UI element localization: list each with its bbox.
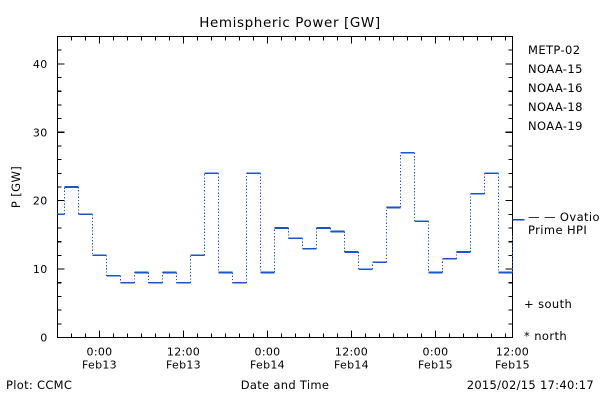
x-tick-label-time: 0:00: [255, 346, 281, 359]
y-axis-tick-labels: 0 10 20 30 40: [33, 58, 48, 345]
footer-left: Plot: CCMC: [6, 378, 72, 392]
legend-entry-noaa-18: NOAA-18: [528, 100, 583, 114]
legend-entry-noaa-19: NOAA-19: [528, 119, 583, 133]
x-tick-label-date: Feb15: [495, 359, 530, 372]
series-NOAA-15: [57, 151, 514, 284]
x-tick-label-date: Feb13: [166, 359, 201, 372]
x-tick-label-time: 12:00: [496, 346, 529, 359]
y-axis-ticks: [57, 35, 513, 339]
footer-timestamp: 2015/02/15 17:40:17: [467, 378, 594, 392]
x-tick-label-time: 0:00: [423, 346, 449, 359]
x-tick-label-time: 12:00: [335, 346, 368, 359]
legend-ovation-line1: — — Ovation: [528, 210, 600, 224]
x-tick-label-date: Feb14: [334, 359, 369, 372]
y-tick-label: 10: [33, 263, 48, 276]
legend: METP-02 NOAA-15 NOAA-16 NOAA-18 NOAA-19 — — O…: [524, 43, 600, 343]
x-tick-label-date: Feb15: [418, 359, 453, 372]
legend-entry-noaa-15: NOAA-15: [528, 62, 583, 76]
y-tick-label: 0: [40, 332, 47, 345]
legend-entry-metp-02: METP-02: [528, 43, 580, 57]
y-axis-label: P [GW]: [9, 166, 23, 208]
legend-ovation-line2: Prime HPI: [528, 223, 587, 237]
x-axis-tick-labels: 0:00Feb1312:00Feb130:00Feb1412:00Feb140:…: [82, 346, 530, 372]
y-tick-label: 30: [33, 126, 48, 139]
x-tick-label-date: Feb13: [82, 359, 117, 372]
x-axis-label: Date and Time: [241, 378, 329, 392]
x-tick-label-time: 0:00: [87, 346, 113, 359]
chart-title: Hemispheric Power [GW]: [199, 15, 381, 31]
x-tick-label-date: Feb14: [250, 359, 285, 372]
data-series-layer: [57, 151, 514, 284]
legend-entry-noaa-16: NOAA-16: [528, 81, 583, 95]
legend-marker-north: * north: [524, 329, 567, 343]
y-tick-label: 20: [33, 195, 48, 208]
y-tick-label: 40: [33, 58, 48, 71]
x-axis-ticks: [56, 36, 507, 338]
x-tick-label-time: 12:00: [167, 346, 200, 359]
plot-frame: [56, 35, 514, 339]
legend-marker-south: + south: [524, 297, 572, 311]
